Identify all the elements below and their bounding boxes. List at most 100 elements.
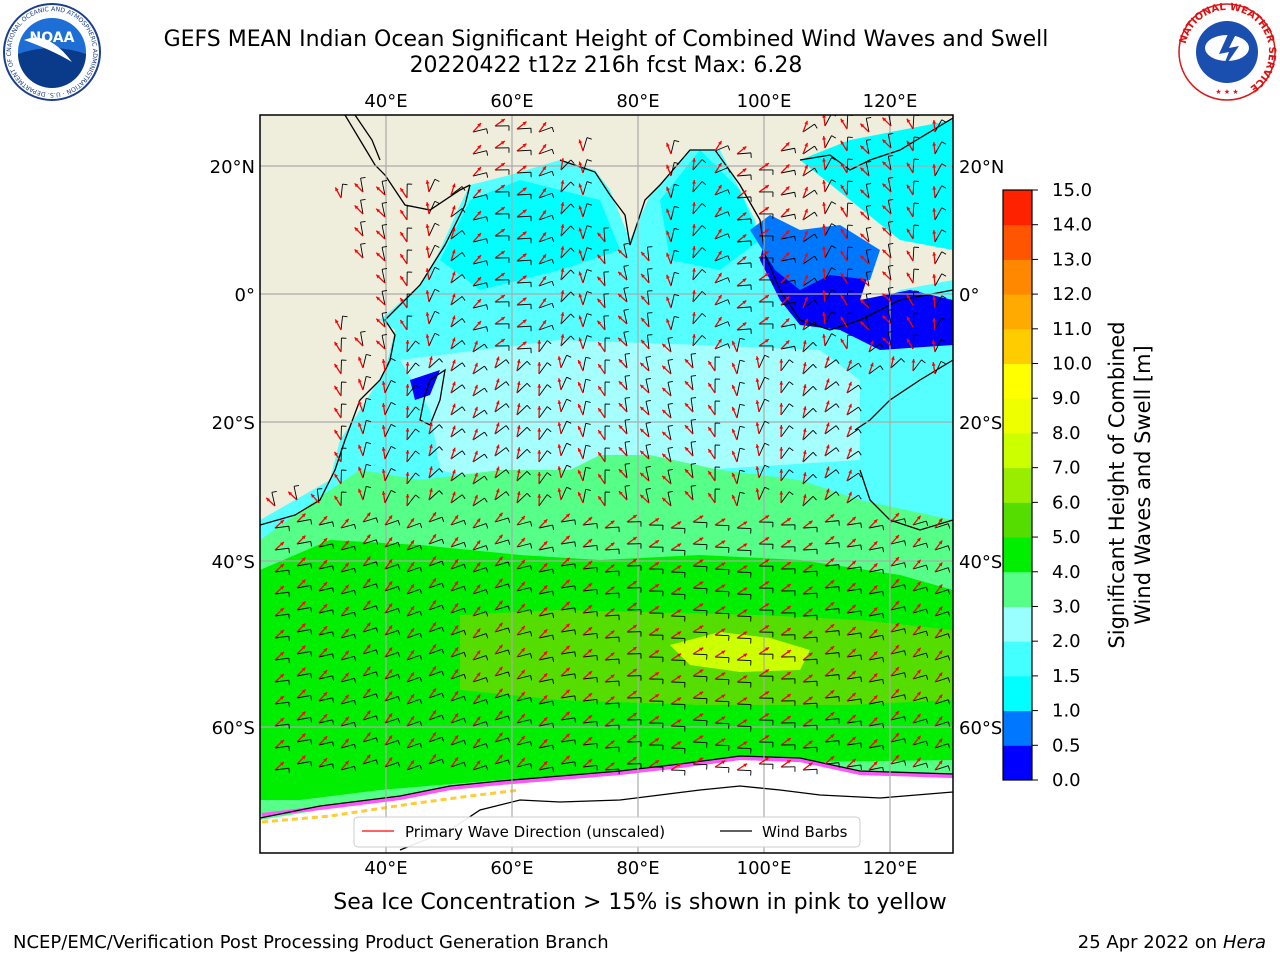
wave-arrowhead bbox=[721, 716, 726, 721]
wind-barb bbox=[472, 589, 487, 595]
wind-barb-flag bbox=[835, 491, 840, 496]
wave-arrowhead bbox=[610, 520, 615, 525]
wind-barb bbox=[516, 303, 532, 306]
wind-barb-flag bbox=[434, 200, 440, 204]
wind-barb bbox=[912, 159, 915, 174]
wave-arrowhead bbox=[895, 579, 899, 583]
wave-arrowhead bbox=[860, 277, 865, 282]
svg-text:NOAA: NOAA bbox=[30, 30, 75, 46]
wind-barb-flag bbox=[691, 353, 697, 355]
wind-barb bbox=[846, 158, 849, 174]
wind-barb-flag bbox=[574, 673, 576, 679]
wind-barb-flag bbox=[397, 674, 401, 680]
wave-arrowhead bbox=[476, 716, 481, 721]
wind-barb bbox=[516, 347, 532, 350]
wave-arrowhead bbox=[938, 650, 943, 655]
colorbar-segment bbox=[1003, 675, 1032, 712]
wave-arrowhead bbox=[808, 520, 813, 525]
wind-barb-flag bbox=[415, 406, 420, 411]
wave-arrowhead bbox=[451, 337, 456, 342]
wave-arrowhead bbox=[376, 252, 381, 257]
wind-barb bbox=[516, 521, 531, 526]
wave-arrowhead bbox=[610, 608, 615, 613]
wave-arrowhead bbox=[610, 542, 615, 547]
wind-barb bbox=[494, 737, 509, 743]
wind-barb bbox=[824, 586, 839, 589]
wind-barb bbox=[912, 586, 927, 592]
wind-barb-flag bbox=[546, 472, 552, 477]
wave-arrowhead bbox=[588, 605, 593, 609]
wind-barb bbox=[758, 377, 766, 391]
wind-barb-flag bbox=[570, 291, 575, 296]
wave-arrowhead bbox=[873, 673, 878, 678]
wind-barb bbox=[381, 181, 386, 196]
wind-barb-flag bbox=[397, 718, 401, 724]
wind-barb bbox=[890, 518, 905, 523]
wind-barb bbox=[384, 380, 392, 394]
wind-barb bbox=[538, 766, 553, 771]
wind-barb bbox=[714, 678, 730, 681]
tick-label: 80°E bbox=[616, 91, 659, 112]
wind-barb-flag bbox=[434, 288, 440, 292]
wind-barb-flag bbox=[288, 526, 290, 532]
wave-arrowhead bbox=[906, 272, 911, 277]
wave-arrowhead bbox=[632, 668, 637, 673]
wind-barb bbox=[406, 566, 421, 573]
wind-barb-flag bbox=[788, 403, 794, 408]
wave-arrowhead bbox=[522, 143, 527, 148]
chart-title: GEFS MEAN Indian Ocean Significant Heigh… bbox=[163, 27, 1049, 52]
wave-arrowhead bbox=[578, 293, 583, 298]
wave-arrowhead bbox=[764, 163, 769, 167]
wave-arrowhead bbox=[429, 422, 433, 427]
wave-arrowhead bbox=[521, 647, 525, 652]
wind-barb-flag bbox=[727, 277, 731, 283]
wave-arrowhead bbox=[632, 580, 637, 585]
wave-arrowhead bbox=[565, 535, 570, 540]
wind-barb-flag bbox=[570, 247, 575, 252]
wind-barb-flag bbox=[434, 310, 440, 314]
wave-arrowhead bbox=[932, 186, 937, 190]
wind-barb-flag bbox=[360, 331, 366, 333]
wind-barb bbox=[714, 634, 730, 637]
wind-barb bbox=[758, 443, 766, 457]
wave-arrowhead bbox=[802, 494, 807, 499]
wind-barb bbox=[934, 633, 949, 639]
wind-barb bbox=[318, 565, 333, 570]
wave-arrowhead bbox=[786, 562, 791, 566]
wave-arrowhead bbox=[677, 675, 682, 680]
wind-barb bbox=[472, 699, 487, 705]
wind-barb bbox=[934, 699, 949, 705]
wind-barb bbox=[318, 675, 333, 680]
wind-barb-flag bbox=[390, 379, 396, 384]
wind-barb-flag bbox=[926, 718, 929, 725]
sea-ice bbox=[261, 755, 953, 817]
wind-barb bbox=[604, 570, 619, 573]
wave-arrowhead bbox=[662, 497, 667, 502]
wind-barb bbox=[624, 354, 628, 369]
wave-arrowhead bbox=[618, 469, 623, 474]
wave-arrowhead bbox=[632, 602, 637, 607]
wave-arrowhead bbox=[588, 561, 593, 565]
wind-barb bbox=[582, 720, 597, 724]
wind-barb-flag bbox=[461, 252, 466, 257]
wave-arrowhead bbox=[779, 359, 784, 363]
wave-arrowhead bbox=[804, 296, 808, 301]
wind-barb bbox=[582, 764, 597, 768]
wave-arrowhead bbox=[410, 584, 415, 589]
wave-arrowhead bbox=[521, 537, 525, 542]
wave-arrowhead bbox=[358, 400, 362, 405]
wind-barb bbox=[603, 272, 606, 287]
wind-barb-flag bbox=[814, 211, 818, 217]
wave-arrowhead bbox=[410, 760, 415, 765]
wind-barb-flag bbox=[835, 469, 840, 474]
wave-arrowhead bbox=[654, 694, 659, 698]
wind-barb-flag bbox=[904, 518, 907, 524]
wind-barb-flag bbox=[860, 720, 862, 726]
wind-barb bbox=[714, 189, 729, 196]
wave-arrowhead bbox=[522, 319, 527, 324]
wind-barb bbox=[274, 701, 289, 705]
wind-barb bbox=[736, 747, 752, 749]
wind-barb-flag bbox=[354, 546, 357, 552]
wind-barb bbox=[758, 421, 766, 435]
wave-arrowhead bbox=[410, 672, 415, 677]
